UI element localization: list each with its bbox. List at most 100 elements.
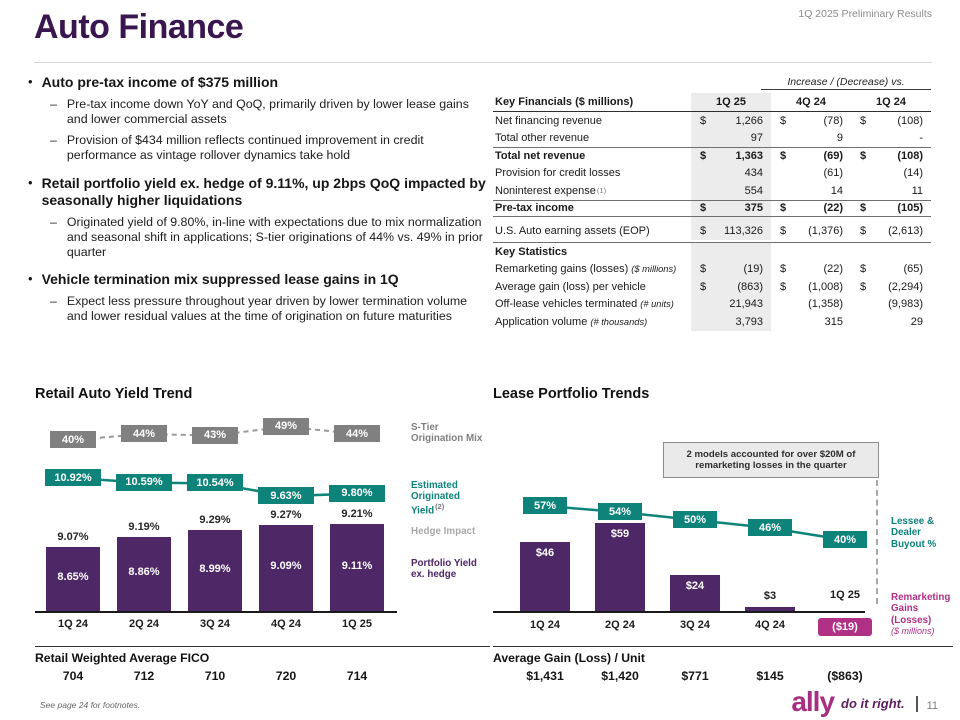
fico-block: Retail Weighted Average FICO 704 712 710 72… <box>35 646 490 687</box>
avg-gain-value: $771 <box>681 669 709 683</box>
col-header-1q25: 1Q 25 <box>691 93 771 111</box>
value-cell: $1,266 <box>691 112 771 130</box>
lease-trends-title: Lease Portfolio Trends <box>493 386 650 402</box>
row-label: Total net revenue <box>495 150 586 163</box>
table-row: Remarketing gains (losses) ($ millions) $(… <box>493 260 931 278</box>
table-body: Net financing revenue $1,266 $ (78) $ (108) To… <box>493 112 931 240</box>
buyout-pct-box: 46% <box>748 519 792 536</box>
yield-bar <box>188 530 242 611</box>
x-category-label: 4Q 24 <box>271 618 301 630</box>
portfolio-yield-ex-hedge-label: 8.86% <box>128 565 160 578</box>
row-label: Provision for credit losses <box>495 167 621 180</box>
page-title: Auto Finance <box>34 8 244 46</box>
portfolio-yield-ex-hedge-label: 9.11% <box>341 559 373 572</box>
row-label: Remarketing gains (losses) ($ millions) <box>495 263 677 276</box>
sub-bullet: Pre-tax income down YoY and QoQ, primari… <box>50 97 490 127</box>
value-cell: 315 <box>824 315 843 328</box>
remarketing-value-label: $59 <box>610 527 630 540</box>
value-cell: (61) <box>823 167 843 180</box>
table-row: Provision for credit losses 434 (61) (14) <box>493 164 931 182</box>
value-cell: - <box>919 132 923 145</box>
value-cell: 11 <box>911 184 923 197</box>
table-row: U.S. Auto earning assets (EOP) $113,326 $(… <box>493 222 931 240</box>
yield-bar <box>117 536 171 611</box>
avg-gain-value: $145 <box>756 669 784 683</box>
value-cell: 434 <box>691 164 771 182</box>
page-number-divider <box>915 696 918 712</box>
title-divider <box>34 62 932 63</box>
page-number: 11 <box>926 700 938 712</box>
value-cell: $113,326 <box>691 222 771 240</box>
value-cell: $ (2,613) <box>860 224 923 237</box>
hedge-impact-label: 9.07% <box>57 531 89 543</box>
table-row: Total other revenue 97 9 - <box>493 129 931 147</box>
remarketing-bar <box>745 606 795 611</box>
key-statistics-header: Key Statistics <box>493 241 931 261</box>
sub-bullet: Originated yield of 9.80%, in-line with … <box>50 215 490 260</box>
portfolio-yield-ex-hedge-label: 9.09% <box>270 560 302 572</box>
table-stats-body: Remarketing gains (losses) ($ millions) $(… <box>493 260 931 331</box>
ally-logo: ally <box>791 685 835 717</box>
table-row: Net financing revenue $1,266 $ (78) $ (108) <box>493 112 931 130</box>
increase-decrease-note: Increase / (Decrease) vs. <box>761 76 931 90</box>
sub-bullet: Expect less pressure throughout year dri… <box>50 294 490 324</box>
legend-stier-origination-mix: S-Tier Origination Mix <box>411 422 483 445</box>
spacer-cell <box>771 243 851 261</box>
originated-yield-box: 10.54% <box>187 474 243 492</box>
legend-hedge-impact: Hedge Impact <box>411 526 476 537</box>
stier-mix-box: 49% <box>263 417 309 435</box>
stier-mix-box: 44% <box>334 425 380 442</box>
sub-bullet-text: Pre-tax income down YoY and QoQ, primari… <box>66 97 469 127</box>
row-label: Total other revenue <box>495 132 590 145</box>
sub-bullet-text: Provision of $434 million reflects conti… <box>66 133 424 163</box>
buyout-pct-box: 54% <box>598 503 642 520</box>
fico-value: 714 <box>346 669 368 683</box>
table-header-row: Key Financials ($ millions) 1Q 25 4Q 24 … <box>493 93 931 112</box>
value-cell: $ (108) <box>860 150 923 163</box>
lease-trends-plot: 2 models accounted for over $20M of rema… <box>493 406 889 641</box>
value-cell: $ (2,294) <box>860 280 923 293</box>
value-cell: $ (1,376) <box>780 224 843 237</box>
value-cell: $ (69) <box>780 150 843 163</box>
sub-bullet-text: Originated yield of 9.80%, in-line with … <box>66 214 483 259</box>
value-cell: $ (19) <box>691 260 771 278</box>
legend-remarketing-gains: Remarketing Gains (Losses) ($ millions) <box>891 592 951 636</box>
table-header-label: Key Financials ($ millions) <box>495 96 634 108</box>
bullet-3-text: Vehicle termination mix suppressed lease… <box>41 271 399 288</box>
spacer-cell <box>691 242 771 261</box>
avg-gain-values: $1,431 $1,420 $771 $145 ($863) <box>493 669 953 687</box>
row-label: Noninterest expense (1) <box>495 184 607 197</box>
hedge-impact-label: 9.19% <box>128 520 160 533</box>
x-category-label: 4Q 24 <box>755 619 785 631</box>
lease-trends-section: Lease Portfolio Trends 2 models accounte… <box>493 386 953 687</box>
key-financials-table: Increase / (Decrease) vs. Key Financials… <box>493 76 931 331</box>
fico-value: 704 <box>62 669 84 683</box>
legend-estimated-originated-yield: Estimated Originated Yield(2) <box>411 480 460 516</box>
x-category-label: 2Q 24 <box>129 618 159 630</box>
x-category-label: 3Q 24 <box>680 619 710 631</box>
bullet-1-text: Auto pre-tax income of $375 million <box>41 74 279 90</box>
remarketing-value-label: $24 <box>685 580 705 592</box>
value-cell: $1,363 <box>691 148 771 165</box>
value-cell: 97 <box>691 129 771 147</box>
retail-yield-title: Retail Auto Yield Trend <box>35 386 193 402</box>
row-label: U.S. Auto earning assets (EOP) <box>495 224 650 237</box>
value-cell: $ (863) <box>691 278 771 296</box>
remarketing-loss-box: ($19) <box>818 618 872 636</box>
remarketing-value-label: $46 <box>535 547 555 559</box>
avg-gain-value: $1,431 <box>526 669 564 683</box>
row-label: Average gain (loss) per vehicle <box>495 280 646 293</box>
legend-lessee-dealer-buyout: Lessee & Dealer Buyout % <box>891 516 937 550</box>
remarketing-bar <box>520 542 570 611</box>
col-header-4q24: 4Q 24 <box>796 96 826 108</box>
retail-yield-section: Retail Auto Yield Trend 8.65% 9.07% 40% 10.… <box>35 386 490 687</box>
stier-mix-box: 43% <box>192 426 238 444</box>
value-cell: (9,983) <box>888 298 923 311</box>
value-cell: 3,793 <box>691 313 771 331</box>
fico-label: Retail Weighted Average FICO <box>35 651 210 665</box>
value-cell: $375 <box>691 200 771 216</box>
sub-bullet-text: Expect less pressure throughout year dri… <box>66 294 468 324</box>
value-cell: (14) <box>903 167 923 180</box>
hedge-impact-label: 9.27% <box>270 509 302 521</box>
